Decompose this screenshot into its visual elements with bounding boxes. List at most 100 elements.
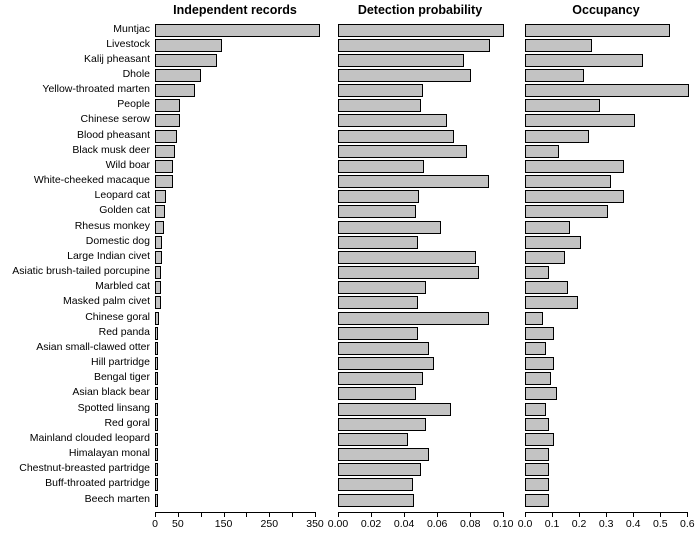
bar <box>338 417 426 431</box>
bar <box>338 463 421 477</box>
x-axis-tick <box>606 513 608 517</box>
x-axis-tick <box>371 513 373 517</box>
species-label: Blood pheasant <box>77 128 150 141</box>
bar <box>525 84 690 98</box>
bar <box>525 372 552 386</box>
x-axis-tick <box>660 513 662 517</box>
x-axis-tick <box>200 513 202 517</box>
species-label: Himalayan monal <box>68 447 150 460</box>
species-label: Black musk deer <box>72 143 150 156</box>
bar <box>338 311 489 325</box>
bar <box>338 190 420 204</box>
species-label: Yellow-throated marten <box>42 83 150 96</box>
bar <box>155 23 320 37</box>
x-axis-tick-label: 0.0 <box>517 518 533 530</box>
x-axis-tick <box>687 513 689 517</box>
bar <box>155 493 158 507</box>
species-label: Golden cat <box>99 204 150 217</box>
x-axis-tick <box>269 513 271 517</box>
x-axis-tick <box>633 513 635 517</box>
bar <box>525 175 611 189</box>
bar <box>525 341 546 355</box>
x-axis-tick <box>404 513 406 517</box>
species-label: Muntjac <box>113 22 150 35</box>
species-label: Chinese goral <box>85 310 150 323</box>
bar <box>155 53 217 67</box>
bar <box>525 432 555 446</box>
species-label: Rhesus monkey <box>74 219 150 232</box>
bar <box>338 432 408 446</box>
species-label: Chestnut-breasted partridge <box>19 462 150 475</box>
species-label: Asian small-clawed otter <box>36 340 150 353</box>
species-label: Leopard cat <box>94 189 150 202</box>
x-axis-tick <box>552 513 554 517</box>
bar <box>155 432 158 446</box>
bar <box>155 84 196 98</box>
bar <box>525 478 549 492</box>
bar <box>525 205 609 219</box>
bar <box>155 129 178 143</box>
bar <box>155 38 222 52</box>
bar <box>338 250 476 264</box>
species-label: Beech marten <box>84 492 150 505</box>
x-axis-tick <box>155 513 156 517</box>
species-label: People <box>117 98 150 111</box>
x-axis-tick <box>223 513 225 517</box>
x-axis-tick <box>315 513 316 517</box>
bar <box>155 296 161 310</box>
bar <box>338 129 455 143</box>
bar <box>338 281 426 295</box>
species-label: Dhole <box>122 67 150 80</box>
species-label: Asiatic brush-tailed porcupine <box>12 265 150 278</box>
species-label: Asian black bear <box>72 386 150 399</box>
x-axis-tick-label: 50 <box>172 518 184 530</box>
x-axis-tick <box>246 513 248 517</box>
species-label: Wild boar <box>105 158 150 171</box>
species-label: Bengal tiger <box>93 371 150 384</box>
bar <box>338 448 430 462</box>
x-axis-tick <box>338 513 339 517</box>
x-axis-tick <box>292 513 294 517</box>
x-axis-line <box>155 512 316 513</box>
bar <box>525 23 671 37</box>
bar <box>338 372 423 386</box>
bar <box>155 205 165 219</box>
bar <box>155 99 181 113</box>
bar <box>525 129 590 143</box>
bar <box>525 402 546 416</box>
bar <box>525 190 625 204</box>
bar <box>525 296 579 310</box>
bar <box>338 235 418 249</box>
panel-title-independent-records: Independent records <box>173 3 297 17</box>
bar <box>155 190 167 204</box>
x-axis-tick-label: 0.2 <box>571 518 587 530</box>
x-axis-tick-label: 250 <box>260 518 279 530</box>
bar <box>155 281 161 295</box>
x-axis-tick-label: 150 <box>214 518 233 530</box>
bar <box>338 53 464 67</box>
bar <box>525 68 584 82</box>
x-axis-tick-label: 0.08 <box>460 518 481 530</box>
bar <box>525 250 565 264</box>
x-axis-tick <box>579 513 581 517</box>
bar <box>155 311 160 325</box>
bar <box>525 99 601 113</box>
bar <box>338 357 435 371</box>
bar <box>338 68 471 82</box>
x-axis-tick <box>437 513 439 517</box>
bar <box>155 250 162 264</box>
bar <box>525 53 644 67</box>
species-label: Masked palm civet <box>63 295 150 308</box>
x-axis-line <box>525 512 689 513</box>
bar <box>155 266 161 280</box>
bar <box>155 326 159 340</box>
species-label: Livestock <box>106 37 150 50</box>
bar <box>155 463 158 477</box>
bar <box>338 144 468 158</box>
x-axis-tick <box>177 513 179 517</box>
bar <box>155 114 180 128</box>
bar <box>525 448 549 462</box>
bar <box>155 417 158 431</box>
species-label: Buff-throated partridge <box>45 477 150 490</box>
